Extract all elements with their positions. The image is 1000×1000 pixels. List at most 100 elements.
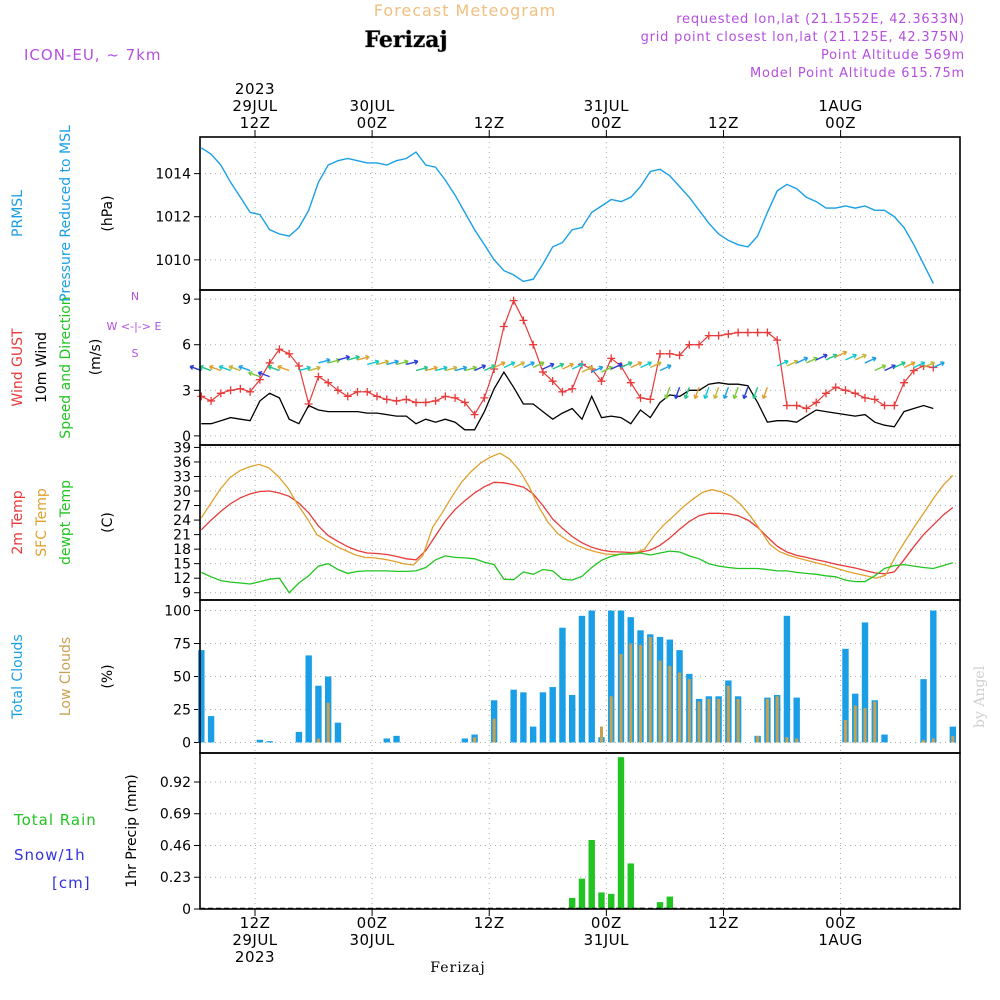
wind-arrow-head bbox=[481, 364, 487, 370]
wind-arrow-head bbox=[500, 361, 506, 367]
series-label: Total Clouds bbox=[10, 634, 26, 719]
wind-arrow-head bbox=[384, 359, 390, 365]
wind-direction-arrow bbox=[277, 365, 290, 372]
wind-direction-arrow bbox=[228, 365, 241, 372]
series-label: Pressure Reduced to MSL bbox=[58, 125, 74, 302]
total-cloud-bar bbox=[510, 689, 517, 743]
gust-point bbox=[548, 377, 557, 386]
gust-point bbox=[314, 372, 323, 381]
wind-direction-arrow bbox=[542, 363, 555, 370]
wind-direction-arrow bbox=[864, 357, 877, 364]
gust-point bbox=[656, 349, 665, 358]
wind-direction-arrow bbox=[503, 361, 516, 369]
wind-arrow-head bbox=[452, 365, 458, 371]
wind-direction-arrow bbox=[347, 356, 360, 361]
low-cloud-bar bbox=[697, 701, 701, 743]
low-cloud-bar bbox=[785, 737, 789, 743]
low-cloud-bar bbox=[316, 738, 320, 743]
low-cloud-bar bbox=[326, 702, 330, 743]
gust-point bbox=[197, 392, 206, 401]
wind-direction-arrow bbox=[415, 366, 428, 372]
series-label: Speed and Direction bbox=[58, 296, 74, 438]
wind-direction-arrow bbox=[933, 361, 945, 369]
wind-direction-arrow bbox=[674, 387, 681, 399]
total-cloud-bar bbox=[881, 734, 888, 743]
wind-direction-arrow bbox=[562, 363, 574, 370]
y-tick-label: 3 bbox=[182, 383, 191, 399]
low-cloud-bar bbox=[873, 701, 877, 743]
y-tick-label: 100 bbox=[164, 604, 191, 620]
top-time-label: 00Z bbox=[357, 114, 388, 132]
y-tick-label: 6 bbox=[182, 338, 191, 354]
wind-direction-arrow bbox=[308, 366, 321, 372]
gust-point bbox=[900, 378, 909, 387]
product-title: Forecast Meteogram bbox=[374, 1, 556, 20]
y-tick-label: 0.23 bbox=[160, 870, 191, 886]
gust-point bbox=[460, 398, 469, 407]
y-tick-label: 30 bbox=[173, 484, 191, 500]
wind-direction-arrow bbox=[806, 357, 818, 364]
wind-direction-arrow bbox=[610, 363, 623, 370]
rain-bar bbox=[656, 902, 664, 909]
y-tick-label: 1014 bbox=[155, 167, 191, 183]
wind-arrow-head bbox=[365, 354, 370, 361]
y-tick-label: 0.46 bbox=[160, 838, 191, 854]
rain-bar bbox=[627, 863, 634, 909]
wind-arrow-head bbox=[433, 365, 438, 371]
gust-point bbox=[324, 378, 333, 387]
gust-point bbox=[246, 387, 255, 396]
y-axis-label: (hPa) bbox=[100, 195, 116, 231]
gust-point bbox=[792, 401, 801, 410]
wind-direction-arrow bbox=[474, 364, 486, 372]
dewpoint-line bbox=[201, 550, 953, 594]
location-title: Ferizaj bbox=[364, 27, 447, 53]
wind-arrow-head bbox=[257, 370, 263, 377]
gust-point bbox=[636, 393, 645, 402]
wind-arrow-head bbox=[374, 359, 380, 365]
wind-direction-arrow bbox=[454, 366, 467, 372]
wind-direction-arrow bbox=[854, 354, 867, 361]
low-cloud-bar bbox=[707, 698, 711, 743]
wind-direction-arrow bbox=[386, 360, 399, 366]
wind-arrow-head bbox=[355, 354, 360, 361]
rain-bar bbox=[588, 839, 595, 909]
wind-direction-arrow bbox=[733, 387, 739, 399]
wind-arrow-head bbox=[732, 394, 738, 400]
gust-point bbox=[597, 377, 606, 386]
wind-arrow-head bbox=[940, 361, 945, 367]
wind-arrow-head bbox=[326, 357, 331, 364]
low-cloud-bar bbox=[648, 636, 652, 743]
wind-direction-arrow bbox=[464, 366, 477, 372]
y-tick-label: 9 bbox=[182, 292, 191, 308]
gust-point bbox=[412, 398, 421, 407]
wind-direction-arrow bbox=[665, 387, 671, 399]
series-label: SFC Temp bbox=[34, 488, 50, 557]
y-tick-label: 50 bbox=[173, 670, 191, 686]
gust-point bbox=[626, 378, 635, 387]
total-cloud-bar bbox=[266, 741, 273, 743]
gust-point bbox=[675, 351, 684, 360]
wind-arrow-head bbox=[510, 361, 516, 367]
wind-arrow-head bbox=[647, 361, 652, 367]
low-cloud-bar bbox=[931, 738, 935, 743]
low-cloud-bar bbox=[775, 696, 779, 743]
y-axis-label: 1hr Precip (mm) bbox=[124, 774, 140, 887]
low-cloud-bar bbox=[726, 685, 730, 743]
wind-arrow-head bbox=[404, 359, 409, 365]
y-tick-label: 12 bbox=[173, 571, 191, 587]
wind-direction-arrow bbox=[238, 365, 251, 372]
gust-point bbox=[392, 396, 401, 405]
gust-point bbox=[558, 387, 567, 396]
wind-direction-arrow bbox=[571, 363, 584, 370]
wind-arrow-head bbox=[703, 394, 709, 400]
wind-arrow-head bbox=[443, 365, 448, 371]
wind-arrow-head bbox=[871, 356, 877, 362]
rain-bar bbox=[666, 896, 673, 909]
wind-direction-arrow bbox=[337, 356, 350, 361]
gust-point bbox=[821, 389, 830, 398]
total-cloud-bar bbox=[842, 648, 849, 743]
series-label: Low Clouds bbox=[58, 637, 74, 716]
compass-south: S bbox=[132, 347, 139, 360]
